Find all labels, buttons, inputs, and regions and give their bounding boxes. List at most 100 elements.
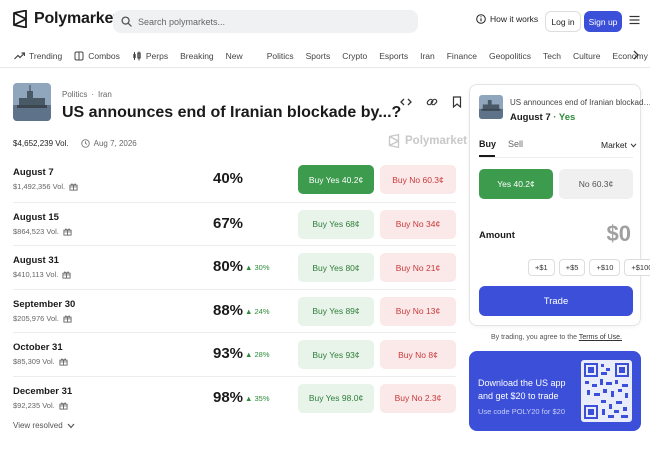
buy-yes-button[interactable]: Buy Yes 68¢ xyxy=(298,209,374,239)
panel-yes-button[interactable]: Yes 40.2¢ xyxy=(479,169,553,199)
outcome-label: August 31 xyxy=(13,255,59,266)
nav-label: Esports xyxy=(379,50,409,61)
buy-no-button[interactable]: Buy No 34¢ xyxy=(380,209,456,239)
outcome-row[interactable]: September 30 $205,976 Vol. 88% ▲ 24% Buy… xyxy=(13,288,456,333)
buy-yes-button[interactable]: Buy Yes 98.0¢ xyxy=(298,383,374,413)
breadcrumb-politics[interactable]: Politics xyxy=(62,90,88,99)
quick-amount-100-button[interactable]: +$100 xyxy=(624,259,650,276)
nav-item-iran[interactable]: Iran xyxy=(420,51,435,61)
outcome-label: October 31 xyxy=(13,342,63,353)
nav-item-combos[interactable]: Combos xyxy=(74,51,120,61)
nav-item-esports[interactable]: Esports xyxy=(379,51,408,61)
tab-sell[interactable]: Sell xyxy=(508,139,524,149)
polymarket-logo-icon xyxy=(13,10,27,28)
buy-no-button[interactable]: Buy No 8¢ xyxy=(380,340,456,369)
outcome-percent: 93% xyxy=(213,345,244,362)
outcome-change: ▲ 24% xyxy=(245,306,270,316)
link-icon[interactable] xyxy=(426,96,438,108)
top-header: Polymarket How it works Log in Sign up xyxy=(0,0,650,44)
breadcrumb-iran[interactable]: Iran xyxy=(98,90,112,99)
buy-yes-button[interactable]: Buy Yes 89¢ xyxy=(298,296,374,326)
outcome-row[interactable]: August 7 $1,492,356 Vol. 40% Buy Yes 40.… xyxy=(13,158,456,202)
nav-item-culture[interactable]: Culture xyxy=(573,51,600,61)
signup-button[interactable]: Sign up xyxy=(584,11,622,32)
outcome-change: ▲ 30% xyxy=(245,263,270,272)
buy-no-button[interactable]: Buy No 21¢ xyxy=(380,253,456,282)
outcome-label: August 7 xyxy=(13,167,54,178)
gift-icon xyxy=(59,402,68,410)
buy-sell-tabs: Buy Sell xyxy=(479,139,523,149)
buy-no-button[interactable]: Buy No 13¢ xyxy=(380,296,456,326)
brand-name: Polymarket xyxy=(34,10,119,27)
quick-amount-5-button[interactable]: +$5 xyxy=(558,259,586,276)
outcome-percent: 88% xyxy=(213,301,244,319)
market-thumbnail-image xyxy=(13,83,51,121)
outcome-volume: $410,113 Vol. xyxy=(13,270,71,279)
terms-notice: By trading, you agree to the Terms of Us… xyxy=(491,334,622,341)
outcome-change: ▲ 28% xyxy=(245,350,270,359)
terms-prefix: By trading, you agree to the xyxy=(491,334,577,341)
how-it-works-label: How it works xyxy=(490,14,539,24)
breadcrumb-separator: · xyxy=(91,90,95,99)
nav-item-geopolitics[interactable]: Geopolitics xyxy=(489,51,531,61)
outcome-volume: $205,976 Vol. xyxy=(13,314,72,323)
outcome-row[interactable]: December 31 $92,235 Vol. 98% ▲ 35% Buy Y… xyxy=(13,375,456,420)
app-promo-banner[interactable]: Download the US app and get $20 to trade… xyxy=(469,351,641,431)
hamburger-menu-icon[interactable] xyxy=(629,15,640,25)
search-bar[interactable] xyxy=(113,10,418,33)
nav-label: Iran xyxy=(420,50,435,61)
quick-amount-10-button[interactable]: +$10 xyxy=(589,259,621,276)
nav-item-politics[interactable]: Politics xyxy=(267,51,294,61)
active-tab-indicator xyxy=(479,155,495,157)
buy-no-button[interactable]: Buy No 60.3¢ xyxy=(380,165,456,194)
outcome-row[interactable]: October 31 $85,309 Vol. 93% ▲ 28% Buy Ye… xyxy=(13,332,456,376)
nav-item-new[interactable]: New xyxy=(226,51,243,61)
panel-no-button[interactable]: No 60.3¢ xyxy=(559,169,633,199)
outcome-row[interactable]: August 15 $864,523 Vol. 67% Buy Yes 68¢ … xyxy=(13,201,456,246)
nav-item-sports[interactable]: Sports xyxy=(306,51,331,61)
nav-item-economy[interactable]: Economy xyxy=(612,51,647,61)
outcome-percent: 40% xyxy=(213,170,244,187)
amount-input[interactable]: $0 xyxy=(606,221,631,246)
search-input[interactable] xyxy=(138,16,398,27)
view-resolved-link[interactable]: View resolved xyxy=(13,421,75,430)
market-volume: $4,652,239 Vol. xyxy=(13,139,69,148)
nav-item-tech[interactable]: Tech xyxy=(543,51,561,61)
outcome-volume-text: $92,235 Vol. xyxy=(13,400,55,410)
tab-buy[interactable]: Buy xyxy=(479,139,497,149)
gift-icon xyxy=(63,315,72,323)
buy-no-button[interactable]: Buy No 2.3¢ xyxy=(380,383,456,413)
nav-item-crypto[interactable]: Crypto xyxy=(342,51,367,61)
search-icon xyxy=(121,16,132,27)
nav-label: Politics xyxy=(266,50,294,61)
login-button[interactable]: Log in xyxy=(545,11,581,32)
polymarket-logo-icon xyxy=(388,134,400,148)
panel-outcome-side: · Yes xyxy=(553,112,576,123)
embed-code-icon[interactable] xyxy=(400,96,412,108)
quick-amount-1-button[interactable]: +$1 xyxy=(528,259,555,276)
how-it-works-link[interactable]: How it works xyxy=(476,14,538,24)
nav-item-trending[interactable]: Trending xyxy=(14,51,62,61)
polymarket-watermark: Polymarket xyxy=(388,134,467,148)
nav-item-breaking[interactable]: Breaking xyxy=(180,51,214,61)
view-resolved-label: View resolved xyxy=(13,421,63,430)
outcome-row[interactable]: August 31 $410,113 Vol. 80% ▲ 30% Buy Ye… xyxy=(13,245,456,289)
trade-button[interactable]: Trade xyxy=(479,286,633,316)
nav-label: Economy xyxy=(612,50,648,61)
buy-yes-button[interactable]: Buy Yes 93¢ xyxy=(298,340,374,369)
market-title: US announces end of Iranian blockade by.… xyxy=(62,104,402,121)
brand-logo[interactable]: Polymarket xyxy=(12,10,118,28)
combos-icon xyxy=(74,51,84,60)
outcome-volume-text: $1,492,356 Vol. xyxy=(13,182,66,191)
nav-item-perps[interactable]: Perps xyxy=(132,51,168,61)
amount-label: Amount xyxy=(479,230,515,241)
order-type-dropdown[interactable]: Market xyxy=(601,140,637,150)
bookmark-icon[interactable] xyxy=(452,96,462,108)
end-date-text: Aug 7, 2026 xyxy=(93,139,137,148)
chevron-right-icon[interactable] xyxy=(633,50,639,60)
buy-yes-button[interactable]: Buy Yes 40.2¢ xyxy=(298,165,374,194)
panel-selected-outcome: August 7 · Yes xyxy=(510,112,575,123)
nav-item-finance[interactable]: Finance xyxy=(447,51,477,61)
buy-yes-button[interactable]: Buy Yes 80¢ xyxy=(298,253,374,282)
terms-link[interactable]: Terms of Use. xyxy=(578,334,623,341)
